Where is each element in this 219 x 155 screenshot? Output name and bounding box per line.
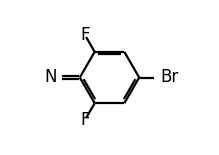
Text: F: F xyxy=(80,26,90,44)
Text: Br: Br xyxy=(161,69,179,86)
Text: F: F xyxy=(80,111,90,129)
Text: N: N xyxy=(44,69,57,86)
